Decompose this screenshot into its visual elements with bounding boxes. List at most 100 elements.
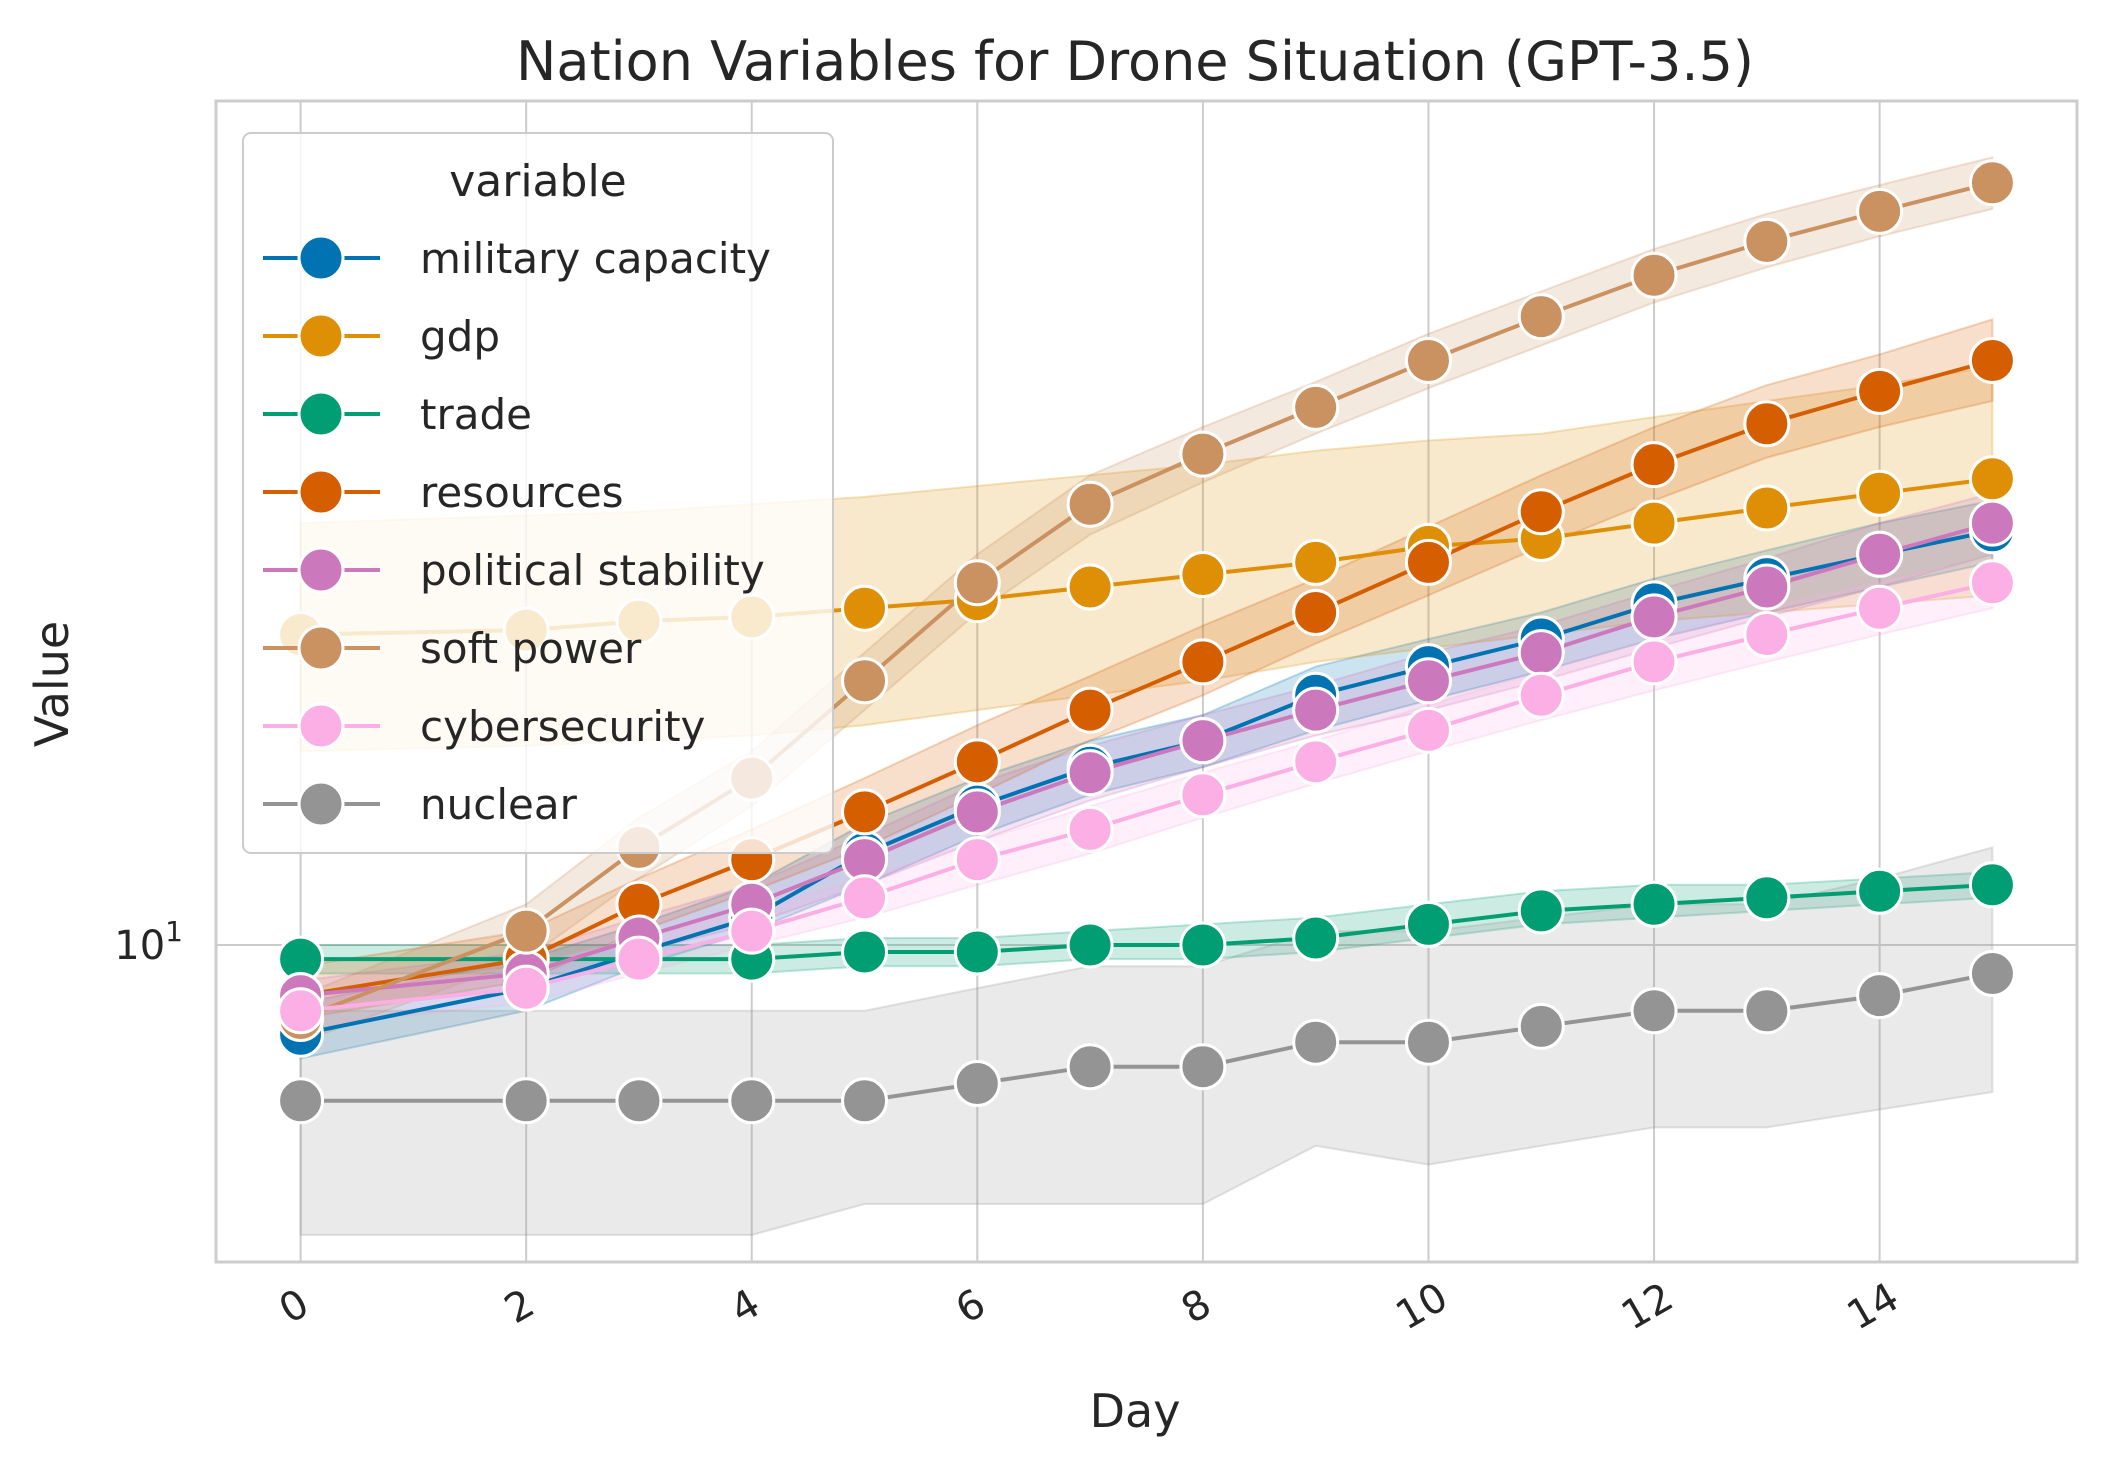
data-point	[953, 559, 1001, 607]
data-point	[1856, 584, 1904, 632]
data-point	[1179, 1043, 1227, 1091]
legend-label: cybersecurity	[420, 702, 705, 751]
data-point	[1630, 987, 1678, 1035]
legend-marker	[297, 234, 345, 282]
data-point	[1968, 499, 2016, 547]
legend-marker	[297, 780, 345, 828]
data-point	[1404, 706, 1452, 754]
legend-marker	[297, 468, 345, 516]
data-point	[277, 987, 325, 1035]
data-point	[1968, 861, 2016, 909]
plot-frame	[214, 99, 2079, 1264]
data-point	[728, 907, 776, 955]
data-point	[1066, 480, 1114, 528]
data-point	[1743, 400, 1791, 448]
data-point	[841, 788, 889, 836]
data-point	[1968, 455, 2016, 503]
data-point	[1179, 771, 1227, 819]
data-point	[1066, 805, 1114, 853]
data-point	[841, 584, 889, 632]
data-point	[1856, 367, 1904, 415]
data-point	[1856, 530, 1904, 578]
data-point	[1292, 383, 1340, 431]
data-point	[1404, 1018, 1452, 1066]
data-point	[953, 928, 1001, 976]
data-point	[1968, 159, 2016, 207]
data-point	[1179, 921, 1227, 969]
data-point	[1630, 880, 1678, 928]
data-point	[1292, 686, 1340, 734]
data-point	[1856, 972, 1904, 1020]
data-point	[1404, 336, 1452, 384]
data-point	[1968, 949, 2016, 997]
y-tick-label: 101	[114, 915, 183, 969]
data-point	[1743, 611, 1791, 659]
data-point	[953, 738, 1001, 786]
data-point	[1856, 187, 1904, 235]
data-point	[1517, 887, 1565, 935]
legend-title: variable	[449, 156, 627, 207]
data-point	[1517, 629, 1565, 677]
data-point	[1179, 638, 1227, 686]
data-point	[1066, 686, 1114, 734]
y-axis-label: Value	[25, 621, 79, 747]
legend-label: political stability	[420, 546, 765, 595]
data-point	[953, 788, 1001, 836]
data-point	[1968, 559, 2016, 607]
data-point	[1179, 430, 1227, 478]
data-point	[1292, 538, 1340, 586]
data-point	[1856, 469, 1904, 517]
data-point	[841, 657, 889, 705]
legend-label: military capacity	[420, 234, 771, 283]
data-point	[502, 1077, 550, 1125]
data-point	[1630, 441, 1678, 489]
legend-items: military capacity gdp trade resources politi…	[263, 234, 771, 829]
legend-marker	[297, 546, 345, 594]
legend-marker	[297, 624, 345, 672]
legend-box	[242, 132, 834, 854]
data-point	[953, 1060, 1001, 1108]
data-point	[1292, 1018, 1340, 1066]
data-point	[1292, 914, 1340, 962]
data-point	[1517, 488, 1565, 536]
data-point	[1179, 717, 1227, 765]
data-point	[841, 928, 889, 976]
data-point	[1517, 671, 1565, 719]
x-axis-label: Day	[1090, 1384, 1181, 1438]
data-point	[1404, 657, 1452, 705]
chart-title: Nation Variables for Drone Situation (GP…	[516, 30, 1754, 93]
data-point	[728, 1077, 776, 1125]
data-point	[1404, 538, 1452, 586]
data-point	[1743, 217, 1791, 265]
data-point	[1630, 593, 1678, 641]
data-point	[1743, 874, 1791, 922]
data-point	[841, 1077, 889, 1125]
data-point	[1404, 900, 1452, 948]
legend-label: resources	[420, 468, 624, 517]
data-point	[1179, 551, 1227, 599]
series-markers	[277, 159, 2016, 1125]
data-point	[1066, 921, 1114, 969]
data-point	[1517, 293, 1565, 341]
legend-label: nuclear	[420, 780, 578, 829]
legend-label: soft power	[420, 624, 642, 673]
data-point	[502, 964, 550, 1012]
data-point	[1968, 336, 2016, 384]
data-point	[1630, 251, 1678, 299]
confidence-band	[299, 846, 1994, 1237]
legend-marker	[297, 312, 345, 360]
data-point	[1292, 738, 1340, 786]
data-point	[1743, 484, 1791, 532]
data-point	[1630, 499, 1678, 547]
data-point	[1066, 563, 1114, 611]
data-point	[953, 836, 1001, 884]
data-point	[1517, 1002, 1565, 1050]
legend: variable military capacity gdp trade resour…	[242, 132, 834, 854]
data-point	[615, 1077, 663, 1125]
data-point	[1066, 1043, 1114, 1091]
data-point	[615, 935, 663, 983]
legend-marker	[297, 390, 345, 438]
data-point	[1066, 749, 1114, 797]
data-point	[502, 907, 550, 955]
